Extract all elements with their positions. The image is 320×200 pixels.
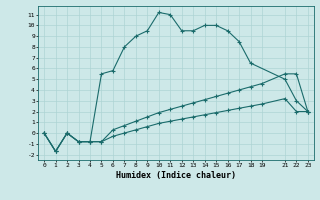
- X-axis label: Humidex (Indice chaleur): Humidex (Indice chaleur): [116, 171, 236, 180]
